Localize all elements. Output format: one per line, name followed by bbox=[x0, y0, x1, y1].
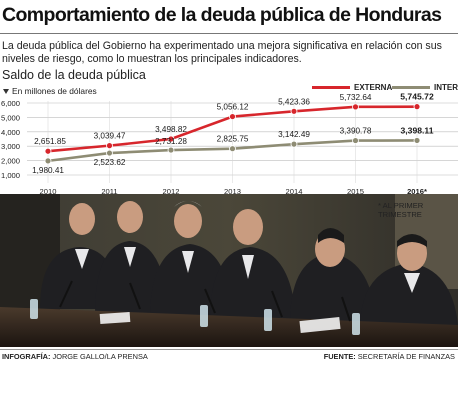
debt-line-chart: 6,000 5,000 4,000 3,000 2,000 1,000 2010 2011 20… bbox=[0, 92, 458, 196]
headline: Comportamiento de la deuda pública de Ho… bbox=[2, 4, 442, 26]
credit-fuente-value: SECRETARÍA DE FINANZAS bbox=[357, 352, 455, 361]
data-label-externa: 5,732.64 bbox=[340, 93, 372, 102]
data-label-externa: 5,423.36 bbox=[278, 97, 310, 106]
credit-infografia: INFOGRAFÍA: JORGE GALLO/LA PRENSA bbox=[2, 352, 148, 361]
y-tick-label: 4,000 bbox=[1, 128, 20, 137]
legend-interna-label: INTERNA bbox=[434, 83, 458, 92]
chart-title: Saldo de la deuda pública bbox=[2, 68, 146, 82]
data-point-interna bbox=[413, 137, 421, 144]
data-point-externa bbox=[290, 107, 298, 115]
y-tick-label: 6,000 bbox=[1, 99, 20, 108]
data-point-externa bbox=[44, 147, 52, 155]
data-point-externa bbox=[106, 142, 113, 150]
photo-officials bbox=[0, 189, 458, 347]
y-tick-label: 3,000 bbox=[1, 142, 20, 151]
y-tick-label: 2,000 bbox=[1, 157, 20, 166]
x-tick-label: 2011 bbox=[101, 187, 117, 196]
y-tick-label: 5,000 bbox=[1, 113, 20, 122]
x-tick-label: 2014 bbox=[286, 187, 303, 196]
data-label-externa: 5,056.12 bbox=[217, 103, 249, 112]
data-label-externa: 3,039.47 bbox=[94, 132, 126, 141]
y-axis-unit-label: En millones de dólares bbox=[12, 86, 97, 96]
data-label-interna: 2,825.75 bbox=[217, 135, 249, 144]
data-point-externa bbox=[229, 113, 236, 120]
x-tick-label: 2015 bbox=[347, 187, 364, 196]
data-point-interna bbox=[229, 145, 236, 153]
data-point-externa bbox=[167, 135, 175, 143]
data-label-interna: 3,142.49 bbox=[278, 130, 310, 139]
legend-externa-swatch bbox=[312, 86, 350, 89]
data-label-interna: 3,398.11 bbox=[401, 125, 434, 135]
data-label-interna: 2,731.28 bbox=[155, 137, 187, 146]
photo-illustration bbox=[0, 189, 458, 347]
x-tick-label: 2013 bbox=[224, 187, 241, 196]
data-label-externa: 5,745.72 bbox=[400, 92, 434, 102]
legend-interna: INTERNA bbox=[392, 83, 458, 92]
x-tick-label: 2016* bbox=[407, 187, 427, 196]
data-point-interna bbox=[44, 157, 52, 165]
y-tick-label: 1,000 bbox=[1, 171, 20, 180]
data-label-interna: 2,523.62 bbox=[94, 158, 126, 167]
footer-divider bbox=[0, 349, 458, 350]
data-point-interna bbox=[106, 149, 113, 157]
x-tick-label: 2010 bbox=[40, 187, 57, 196]
data-label-interna: 3,390.78 bbox=[340, 127, 372, 136]
credit-infografia-value: JORGE GALLO/LA PRENSA bbox=[52, 352, 148, 361]
credit-fuente: FUENTE: SECRETARÍA DE FINANZAS bbox=[324, 352, 455, 361]
legend-interna-swatch bbox=[392, 86, 430, 89]
data-point-externa bbox=[352, 103, 359, 111]
plot-background bbox=[0, 100, 458, 194]
legend-externa: EXTERNA bbox=[312, 83, 392, 92]
headline-divider bbox=[0, 33, 458, 34]
chart-footnote: * AL PRIMER TRIMESTRE bbox=[378, 201, 424, 219]
legend-externa-label: EXTERNA bbox=[354, 83, 393, 92]
data-label-externa: 3,498.82 bbox=[155, 125, 187, 134]
triangle-down-icon bbox=[3, 88, 9, 94]
y-axis-unit: En millones de dólares bbox=[3, 86, 97, 96]
data-point-interna bbox=[167, 146, 175, 154]
data-point-interna bbox=[290, 140, 298, 148]
data-label-interna: 1,980.41 bbox=[32, 166, 64, 175]
credit-infografia-label: INFOGRAFÍA: bbox=[2, 352, 51, 361]
credit-fuente-label: FUENTE: bbox=[323, 352, 356, 361]
data-point-externa bbox=[413, 103, 421, 111]
subtitle: La deuda pública del Gobierno ha experim… bbox=[2, 40, 442, 65]
x-tick-label: 2012 bbox=[163, 187, 180, 196]
data-label-externa: 2,651.85 bbox=[34, 137, 66, 146]
data-point-interna bbox=[352, 137, 359, 144]
